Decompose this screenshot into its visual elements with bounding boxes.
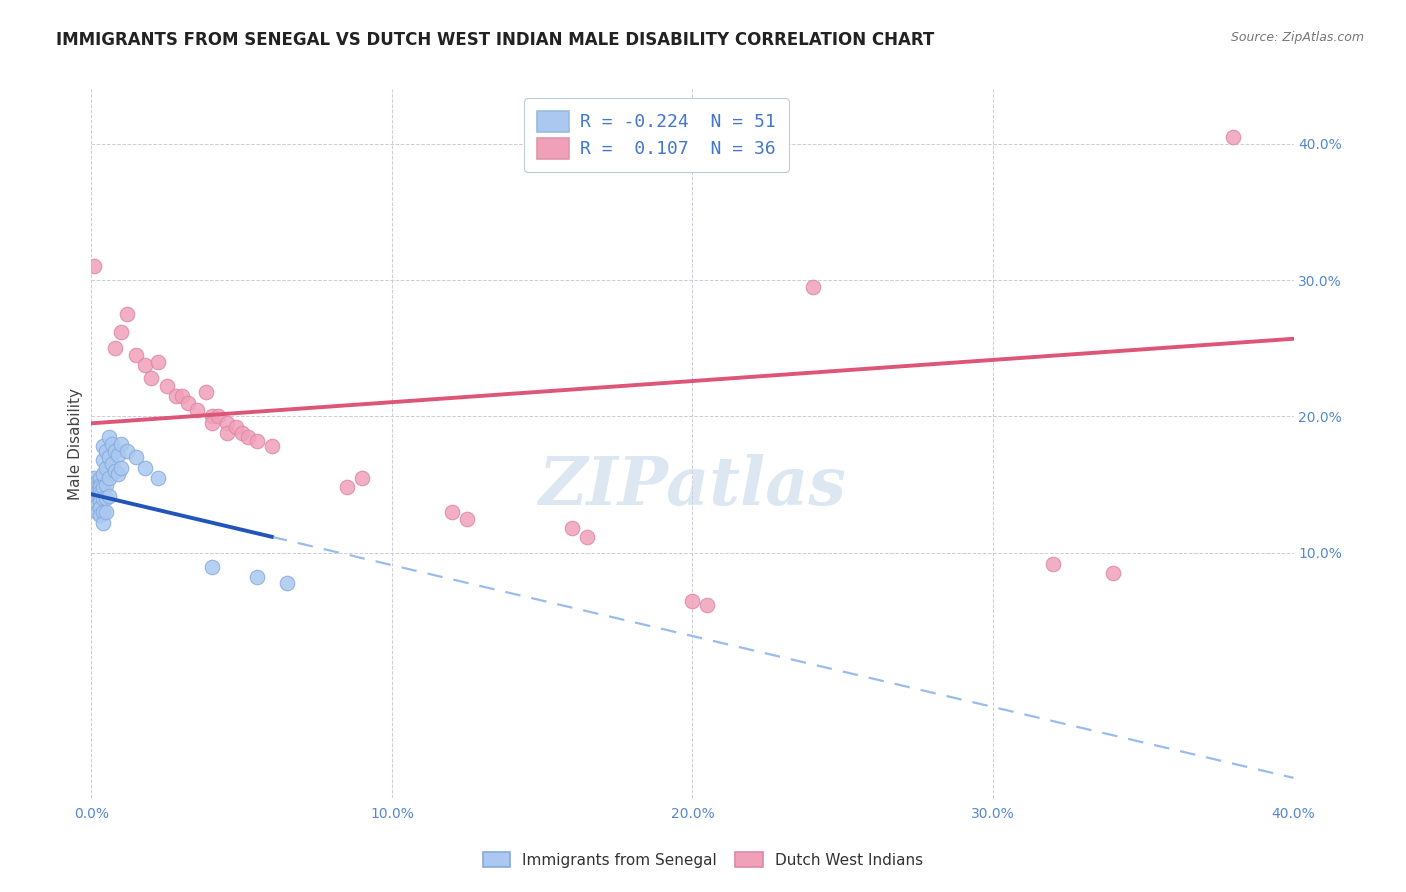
Point	[246, 434, 269, 448]
Point	[89, 480, 111, 494]
Point	[1042, 557, 1064, 571]
Point	[186, 402, 208, 417]
Point	[134, 461, 156, 475]
Point	[86, 494, 108, 508]
Point	[440, 505, 463, 519]
Point	[207, 409, 229, 424]
Point	[93, 440, 115, 454]
Point	[101, 457, 124, 471]
Point	[96, 443, 118, 458]
Point	[350, 471, 373, 485]
Point	[246, 570, 269, 584]
Point	[170, 389, 193, 403]
Legend: R = -0.224  N = 51, R =  0.107  N = 36: R = -0.224 N = 51, R = 0.107 N = 36	[524, 98, 789, 171]
Point	[98, 471, 121, 485]
Point	[89, 489, 111, 503]
Point	[696, 598, 718, 612]
Point	[201, 417, 224, 431]
Point	[194, 384, 217, 399]
Point	[1222, 130, 1244, 145]
Point	[456, 512, 478, 526]
Point	[89, 508, 111, 522]
Point	[93, 467, 115, 481]
Point	[101, 436, 124, 450]
Point	[276, 575, 298, 590]
Point	[86, 484, 108, 499]
Point	[104, 464, 127, 478]
Point	[86, 505, 108, 519]
Point	[260, 440, 283, 454]
Point	[83, 494, 105, 508]
Point	[146, 355, 169, 369]
Text: Source: ZipAtlas.com: Source: ZipAtlas.com	[1230, 31, 1364, 45]
Point	[231, 425, 253, 440]
Point	[125, 450, 148, 465]
Point	[93, 480, 115, 494]
Point	[1102, 566, 1125, 581]
Point	[96, 461, 118, 475]
Point	[104, 443, 127, 458]
Point	[576, 529, 599, 543]
Point	[96, 477, 118, 491]
Point	[96, 505, 118, 519]
Point	[117, 443, 139, 458]
Point	[176, 396, 198, 410]
Point	[89, 500, 111, 515]
Point	[93, 453, 115, 467]
Point	[201, 559, 224, 574]
Point	[215, 425, 238, 440]
Point	[110, 461, 132, 475]
Point	[98, 430, 121, 444]
Point	[215, 417, 238, 431]
Point	[89, 484, 111, 499]
Point	[110, 325, 132, 339]
Point	[107, 448, 129, 462]
Point	[336, 480, 359, 494]
Point	[681, 593, 703, 607]
Point	[146, 471, 169, 485]
Point	[155, 379, 177, 393]
Point	[89, 471, 111, 485]
Point	[86, 498, 108, 512]
Point	[110, 436, 132, 450]
Text: ZIPatlas: ZIPatlas	[538, 454, 846, 519]
Point	[134, 358, 156, 372]
Point	[93, 491, 115, 506]
Point	[236, 430, 259, 444]
Point	[98, 450, 121, 465]
Point	[96, 491, 118, 506]
Legend: Immigrants from Senegal, Dutch West Indians: Immigrants from Senegal, Dutch West Indi…	[475, 844, 931, 875]
Point	[93, 516, 115, 530]
Point	[561, 521, 583, 535]
Point	[83, 471, 105, 485]
Point	[141, 371, 163, 385]
Point	[93, 505, 115, 519]
Y-axis label: Male Disability: Male Disability	[67, 388, 83, 500]
Point	[801, 280, 824, 294]
Point	[98, 489, 121, 503]
Point	[117, 307, 139, 321]
Point	[86, 475, 108, 489]
Point	[225, 420, 247, 434]
Point	[125, 348, 148, 362]
Point	[86, 489, 108, 503]
Point	[165, 389, 187, 403]
Point	[83, 260, 105, 274]
Point	[86, 480, 108, 494]
Point	[89, 494, 111, 508]
Text: IMMIGRANTS FROM SENEGAL VS DUTCH WEST INDIAN MALE DISABILITY CORRELATION CHART: IMMIGRANTS FROM SENEGAL VS DUTCH WEST IN…	[56, 31, 935, 49]
Point	[89, 477, 111, 491]
Point	[104, 341, 127, 355]
Point	[107, 467, 129, 481]
Point	[83, 484, 105, 499]
Point	[83, 491, 105, 506]
Point	[83, 480, 105, 494]
Point	[201, 409, 224, 424]
